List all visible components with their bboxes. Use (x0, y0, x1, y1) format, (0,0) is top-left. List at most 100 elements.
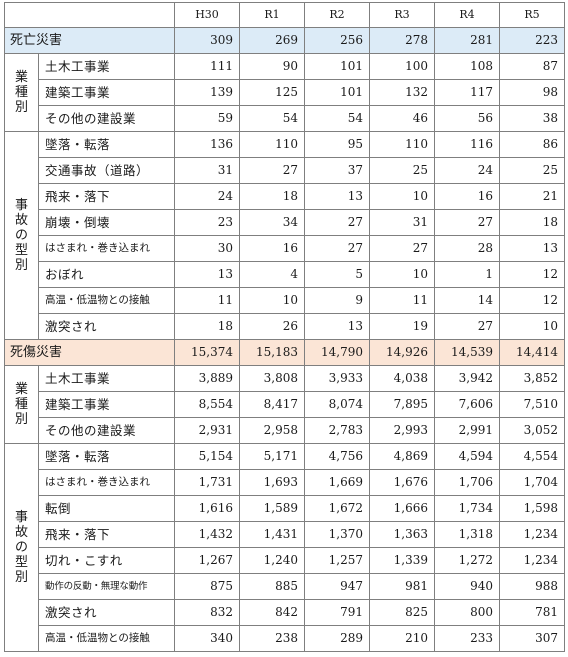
value-cell: 19 (369, 313, 435, 340)
value-cell: 95 (304, 131, 370, 158)
value-cell: 110 (239, 131, 305, 158)
value-cell: 54 (239, 105, 305, 132)
value-cell: 1,272 (434, 547, 500, 574)
injury-industry-group-label: 業種別 (4, 365, 39, 444)
value-cell: 1,598 (499, 495, 565, 522)
table-row: その他の建設業 59 54 54 46 56 38 (5, 105, 565, 132)
value-cell: 25 (499, 157, 565, 184)
value-cell: 125 (239, 79, 305, 106)
value-cell: 10 (369, 183, 435, 210)
injury-accident-group-label: 事故の型別 (4, 443, 39, 652)
value-cell: 3,942 (434, 365, 500, 392)
value-cell: 825 (369, 599, 435, 626)
year-header: R3 (369, 2, 435, 28)
value-cell: 34 (239, 209, 305, 236)
value-cell: 16 (239, 235, 305, 262)
value-cell: 27 (239, 157, 305, 184)
value-cell: 1,734 (434, 495, 500, 522)
value-cell: 1,234 (499, 547, 565, 574)
value-cell: 7,510 (499, 391, 565, 418)
value-cell: 1,234 (499, 521, 565, 548)
value-cell: 27 (304, 235, 370, 262)
value-cell: 10 (239, 287, 305, 314)
value-cell: 340 (174, 625, 240, 652)
value-cell: 14,790 (304, 339, 370, 366)
table-row: 高温・低温物との接触 340 238 289 210 233 307 (5, 625, 565, 652)
value-cell: 1,672 (304, 495, 370, 522)
value-cell: 832 (174, 599, 240, 626)
value-cell: 4,869 (369, 443, 435, 470)
value-cell: 13 (304, 313, 370, 340)
value-cell: 4,038 (369, 365, 435, 392)
row-label: 動作の反動・無理な動作 (38, 573, 175, 600)
value-cell: 278 (369, 27, 435, 54)
death-industry-group-label: 業種別 (4, 53, 39, 132)
value-cell: 27 (369, 235, 435, 262)
value-cell: 27 (434, 209, 500, 236)
value-cell: 1,432 (174, 521, 240, 548)
table-row: 激突され 18 26 13 19 27 10 (5, 313, 565, 340)
table-row: 交通事故（道路） 31 27 37 25 24 25 (5, 157, 565, 184)
value-cell: 1,267 (174, 547, 240, 574)
value-cell: 269 (239, 27, 305, 54)
value-cell: 8,074 (304, 391, 370, 418)
value-cell: 27 (434, 313, 500, 340)
value-cell: 9 (304, 287, 370, 314)
value-cell: 281 (434, 27, 500, 54)
row-label: 高温・低温物との接触 (38, 287, 175, 314)
header-blank-cell (4, 2, 175, 28)
row-label: 墜落・転落 (38, 131, 175, 158)
value-cell: 1,704 (499, 469, 565, 496)
value-cell: 100 (369, 53, 435, 80)
value-cell: 26 (239, 313, 305, 340)
value-cell: 1,731 (174, 469, 240, 496)
value-cell: 136 (174, 131, 240, 158)
table-row: 激突され 832 842 791 825 800 781 (5, 599, 565, 626)
value-cell: 87 (499, 53, 565, 80)
value-cell: 101 (304, 53, 370, 80)
table-row: 業種別 土木工事業 3,889 3,808 3,933 4,038 3,942 3,852 (4, 365, 565, 444)
table-row: 動作の反動・無理な動作 875 885 947 981 940 988 (5, 573, 565, 600)
value-cell: 1,616 (174, 495, 240, 522)
value-cell: 59 (174, 105, 240, 132)
disaster-statistics-table: H30 R1 R2 R3 R4 R5 死亡災害 309 269 256 278 281 223 業種別 土木… (4, 2, 565, 652)
row-label: 高温・低温物との接触 (38, 625, 175, 652)
value-cell: 27 (304, 209, 370, 236)
value-cell: 800 (434, 599, 500, 626)
table-row: 高温・低温物との接触 11 10 9 11 14 12 (5, 287, 565, 314)
value-cell: 23 (174, 209, 240, 236)
row-label: その他の建設業 (38, 105, 175, 132)
value-cell: 4,594 (434, 443, 500, 470)
value-cell: 210 (369, 625, 435, 652)
value-cell: 1,240 (239, 547, 305, 574)
value-cell: 4,756 (304, 443, 370, 470)
value-cell: 116 (434, 131, 500, 158)
value-cell: 56 (434, 105, 500, 132)
value-cell: 238 (239, 625, 305, 652)
value-cell: 256 (304, 27, 370, 54)
value-cell: 13 (174, 261, 240, 288)
value-cell: 781 (499, 599, 565, 626)
value-cell: 14,926 (369, 339, 435, 366)
value-cell: 7,895 (369, 391, 435, 418)
value-cell: 1,370 (304, 521, 370, 548)
value-cell: 16 (434, 183, 500, 210)
value-cell: 842 (239, 599, 305, 626)
value-cell: 101 (304, 79, 370, 106)
death-accident-group-label: 事故の型別 (4, 131, 39, 340)
value-cell: 233 (434, 625, 500, 652)
header-row: H30 R1 R2 R3 R4 R5 (4, 2, 565, 28)
row-label: はさまれ・巻き込まれ (38, 469, 175, 496)
value-cell: 14,539 (434, 339, 500, 366)
row-label: 墜落・転落 (38, 443, 175, 470)
value-cell: 1 (434, 261, 500, 288)
value-cell: 2,931 (174, 417, 240, 444)
value-cell: 110 (369, 131, 435, 158)
value-cell: 18 (499, 209, 565, 236)
value-cell: 1,318 (434, 521, 500, 548)
value-cell: 3,852 (499, 365, 565, 392)
value-cell: 18 (239, 183, 305, 210)
injury-total-row: 死傷災害 15,374 15,183 14,790 14,926 14,539 14,414 (4, 339, 565, 366)
value-cell: 1,693 (239, 469, 305, 496)
value-cell: 12 (499, 287, 565, 314)
